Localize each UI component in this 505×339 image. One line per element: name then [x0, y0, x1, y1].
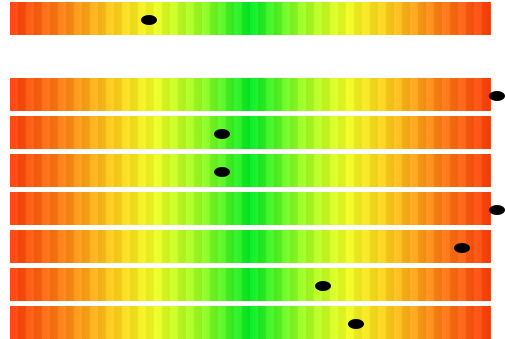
gradient-bar	[10, 2, 491, 35]
gradient-bar	[10, 268, 491, 301]
value-marker	[213, 166, 230, 177]
gradient-bar	[10, 116, 491, 149]
value-marker	[489, 204, 505, 215]
gradient-bar	[10, 192, 491, 225]
value-marker	[314, 280, 331, 291]
value-marker	[141, 14, 158, 25]
gradient-bar	[10, 230, 491, 263]
gradient-bar	[10, 154, 491, 187]
value-marker	[213, 128, 230, 139]
gradient-bar	[10, 78, 491, 111]
value-marker	[454, 242, 471, 253]
value-marker	[489, 90, 505, 101]
value-marker	[348, 318, 365, 329]
gradient-bar	[10, 306, 491, 339]
